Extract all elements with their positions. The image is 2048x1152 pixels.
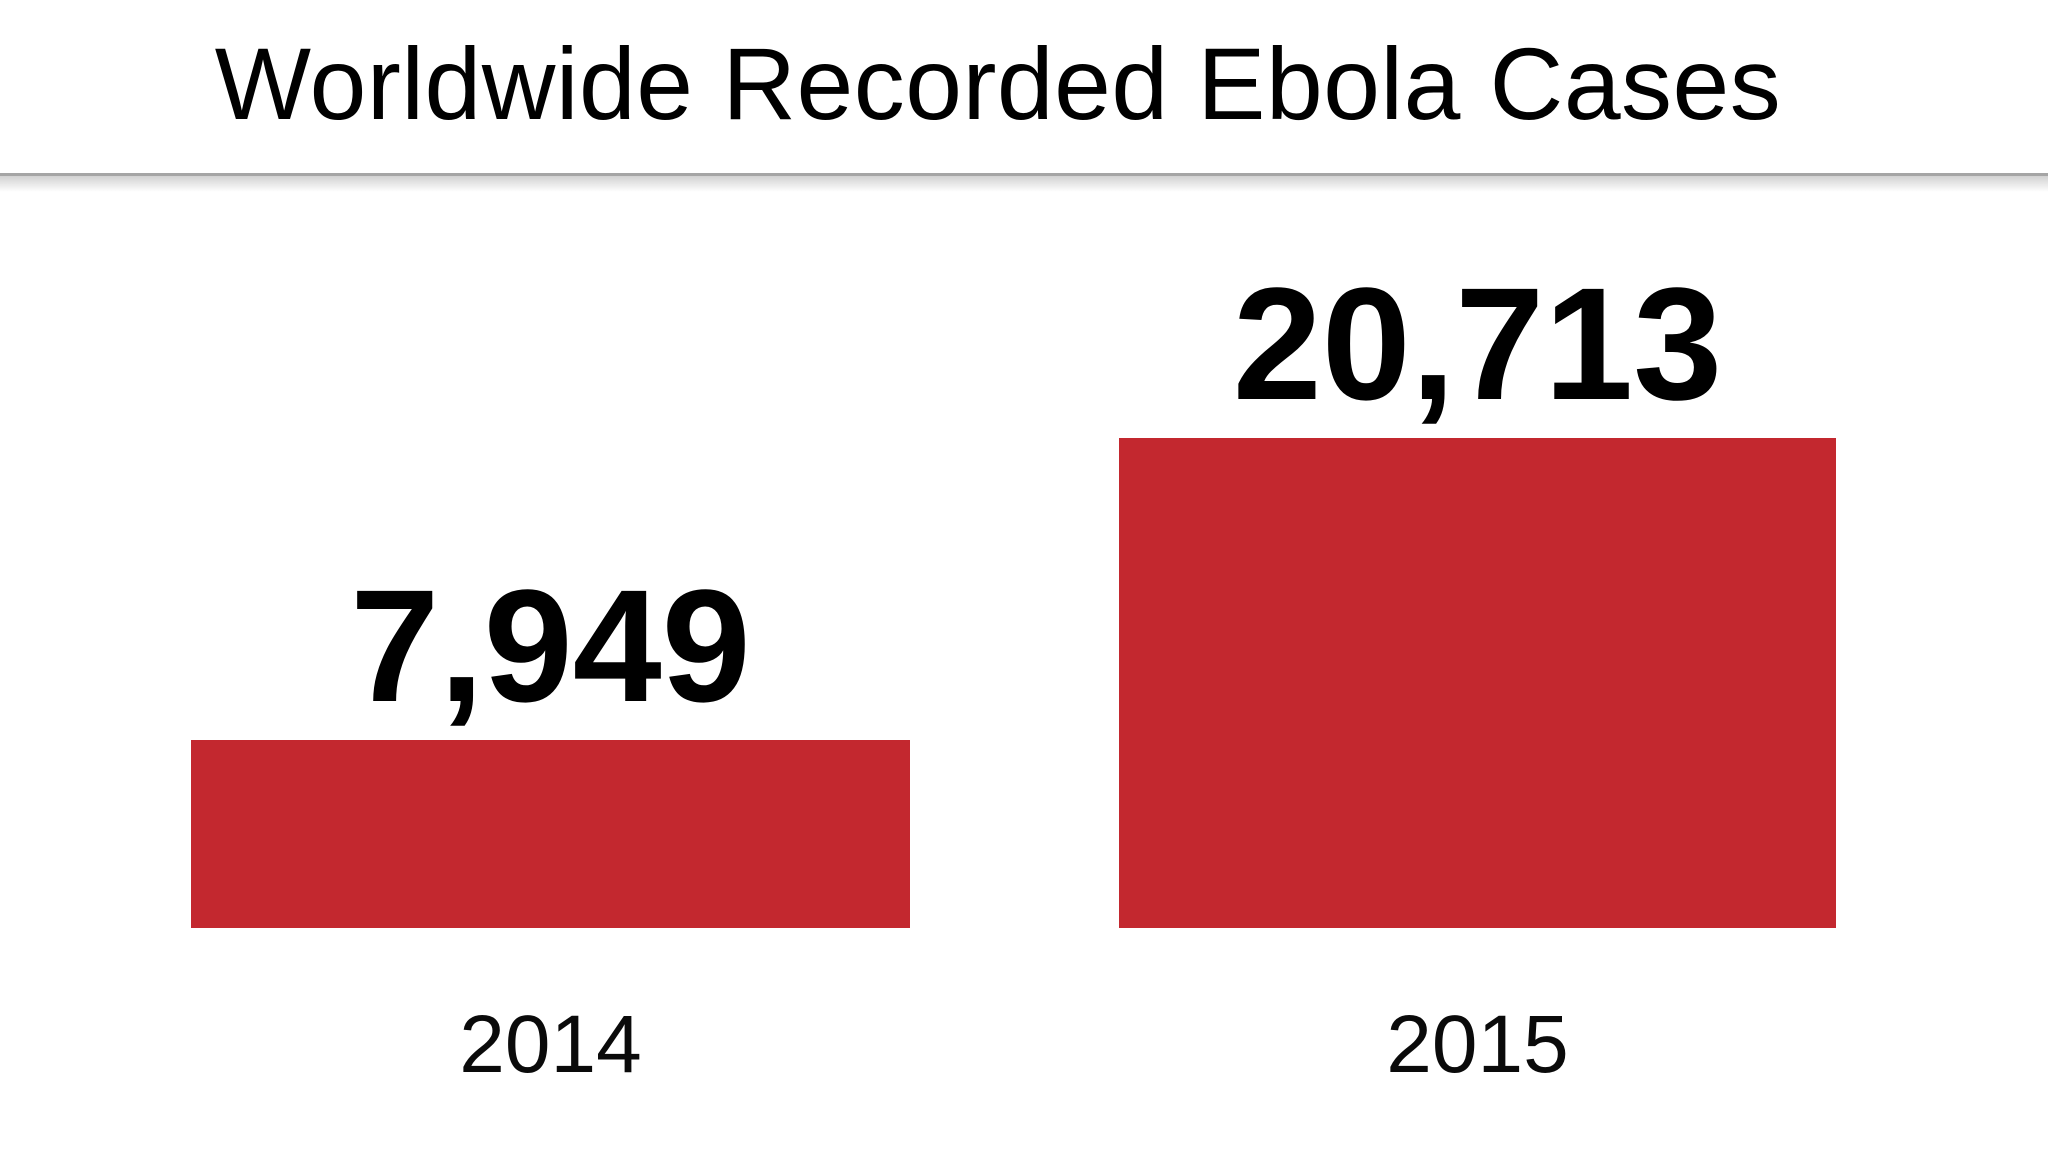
bar-value-label-2014: 7,949: [350, 556, 751, 735]
bar-group-2014: 7,949 2014: [191, 0, 910, 1152]
chart-title: Worldwide Recorded Ebola Cases: [214, 27, 1782, 141]
x-axis-label-2014: 2014: [459, 999, 642, 1090]
x-axis-label-2015: 2015: [1386, 999, 1569, 1090]
bar-2014: [191, 740, 910, 928]
bar-value-label-2015: 20,713: [1232, 254, 1723, 433]
bar-group-2015: 20,713 2015: [1119, 0, 1836, 1152]
header-divider-line: [0, 173, 2048, 176]
chart-header: Worldwide Recorded Ebola Cases: [0, 0, 2048, 173]
bar-2015: [1119, 438, 1836, 928]
header-divider-shadow: [0, 176, 2048, 192]
